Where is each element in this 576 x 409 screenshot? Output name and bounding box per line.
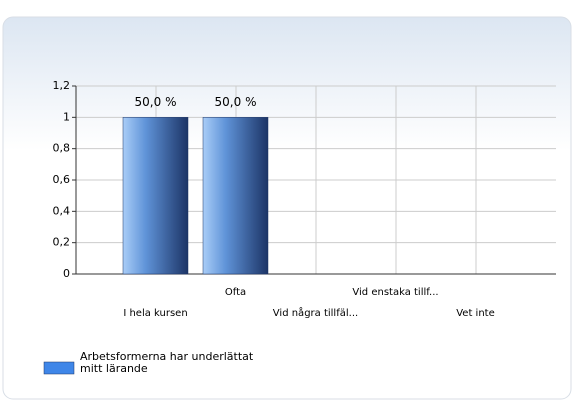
value-label: 50,0 %: [135, 95, 177, 109]
x-tick-label: Vet inte: [456, 308, 495, 319]
panel: [2, 16, 572, 400]
y-tick-label: 0: [63, 267, 70, 280]
value-label: 50,0 %: [215, 95, 257, 109]
legend-label: Arbetsformerna har underlättat mitt läran…: [80, 350, 254, 375]
y-tick-label: 1,2: [53, 79, 71, 92]
legend-swatch: [43, 361, 75, 375]
y-tick-label: 0,8: [53, 142, 71, 155]
x-tick-label: Vid några tillfäl...: [273, 306, 358, 319]
x-tick-label: Ofta: [225, 287, 246, 298]
x-tick-label: I hela kursen: [123, 308, 187, 319]
bar: [202, 117, 269, 275]
y-tick-label: 1: [63, 110, 70, 123]
y-tick-label: 0,6: [53, 173, 71, 186]
y-tick-label: 0,4: [53, 204, 71, 217]
y-tick-label: 0,2: [53, 236, 71, 249]
bar: [122, 117, 189, 275]
x-tick-label: Vid enstaka tillf...: [352, 287, 438, 298]
